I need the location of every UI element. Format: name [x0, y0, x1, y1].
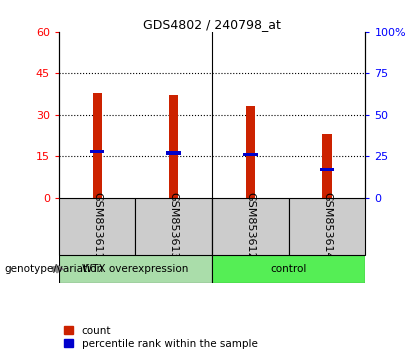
Bar	[320, 168, 334, 171]
Text: GSM853611: GSM853611	[92, 193, 102, 260]
Text: GSM853613: GSM853613	[169, 193, 179, 260]
Text: WTX overexpression: WTX overexpression	[82, 264, 189, 274]
Bar	[166, 151, 181, 155]
Bar	[169, 96, 178, 198]
Text: control: control	[270, 264, 307, 274]
Bar	[246, 107, 255, 198]
Bar	[135, 198, 212, 255]
Bar	[59, 255, 212, 283]
Bar	[243, 153, 258, 156]
Legend: count, percentile rank within the sample: count, percentile rank within the sample	[64, 326, 257, 349]
Text: GSM853614: GSM853614	[322, 192, 332, 260]
Bar	[289, 198, 365, 255]
Bar	[212, 198, 289, 255]
Text: genotype/variation: genotype/variation	[4, 264, 103, 274]
Bar	[90, 150, 105, 153]
Bar	[59, 198, 135, 255]
Text: GSM853612: GSM853612	[245, 192, 255, 260]
Bar	[323, 134, 332, 198]
Title: GDS4802 / 240798_at: GDS4802 / 240798_at	[143, 18, 281, 31]
Bar	[92, 93, 102, 198]
Bar	[212, 255, 365, 283]
